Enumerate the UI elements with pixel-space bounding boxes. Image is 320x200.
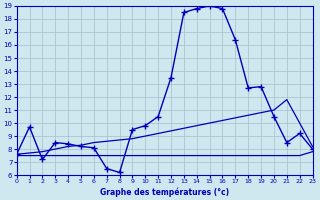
X-axis label: Graphe des températures (°c): Graphe des températures (°c) [100,187,229,197]
